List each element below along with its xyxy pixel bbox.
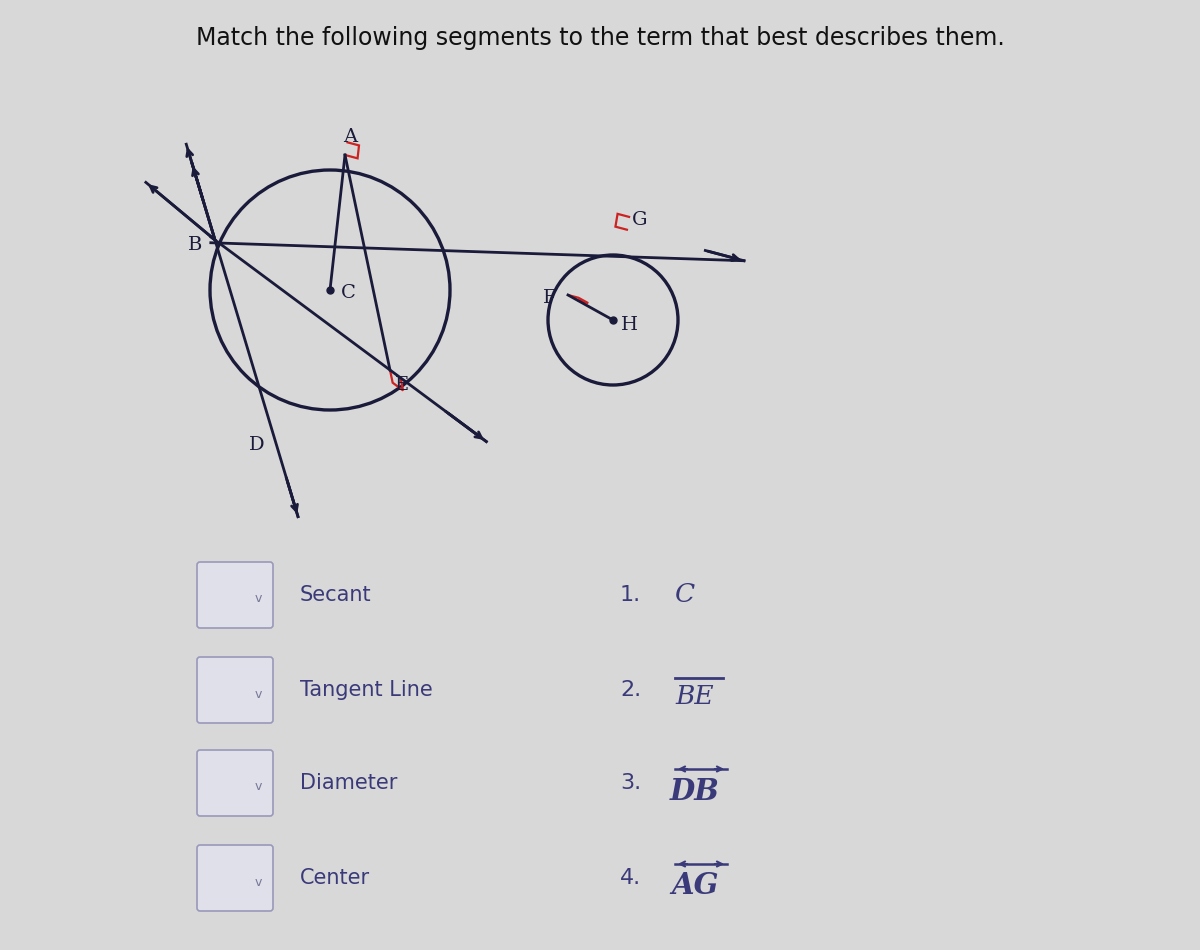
Text: v: v — [254, 688, 262, 700]
Text: Match the following segments to the term that best describes them.: Match the following segments to the term… — [196, 26, 1004, 50]
Text: B: B — [188, 236, 202, 254]
Text: G: G — [632, 211, 648, 229]
Text: C: C — [674, 582, 695, 607]
Text: BE: BE — [674, 683, 714, 709]
Text: E: E — [395, 376, 409, 394]
Text: 1.: 1. — [620, 585, 641, 605]
Text: AG: AG — [671, 871, 719, 901]
Text: Secant: Secant — [300, 585, 372, 605]
Text: C: C — [341, 284, 355, 302]
Text: D: D — [250, 436, 265, 454]
Text: A: A — [343, 128, 358, 146]
FancyBboxPatch shape — [197, 845, 274, 911]
Text: v: v — [254, 781, 262, 793]
Text: Center: Center — [300, 868, 370, 888]
Text: F: F — [544, 289, 557, 307]
FancyBboxPatch shape — [197, 562, 274, 628]
Text: 3.: 3. — [620, 773, 641, 793]
Text: 4.: 4. — [620, 868, 641, 888]
FancyBboxPatch shape — [197, 657, 274, 723]
Text: DB: DB — [670, 776, 720, 806]
FancyBboxPatch shape — [197, 750, 274, 816]
Text: v: v — [254, 593, 262, 605]
Text: Diameter: Diameter — [300, 773, 397, 793]
Text: H: H — [620, 316, 637, 334]
Text: v: v — [254, 876, 262, 888]
Text: Tangent Line: Tangent Line — [300, 680, 433, 700]
Text: 2.: 2. — [620, 680, 641, 700]
